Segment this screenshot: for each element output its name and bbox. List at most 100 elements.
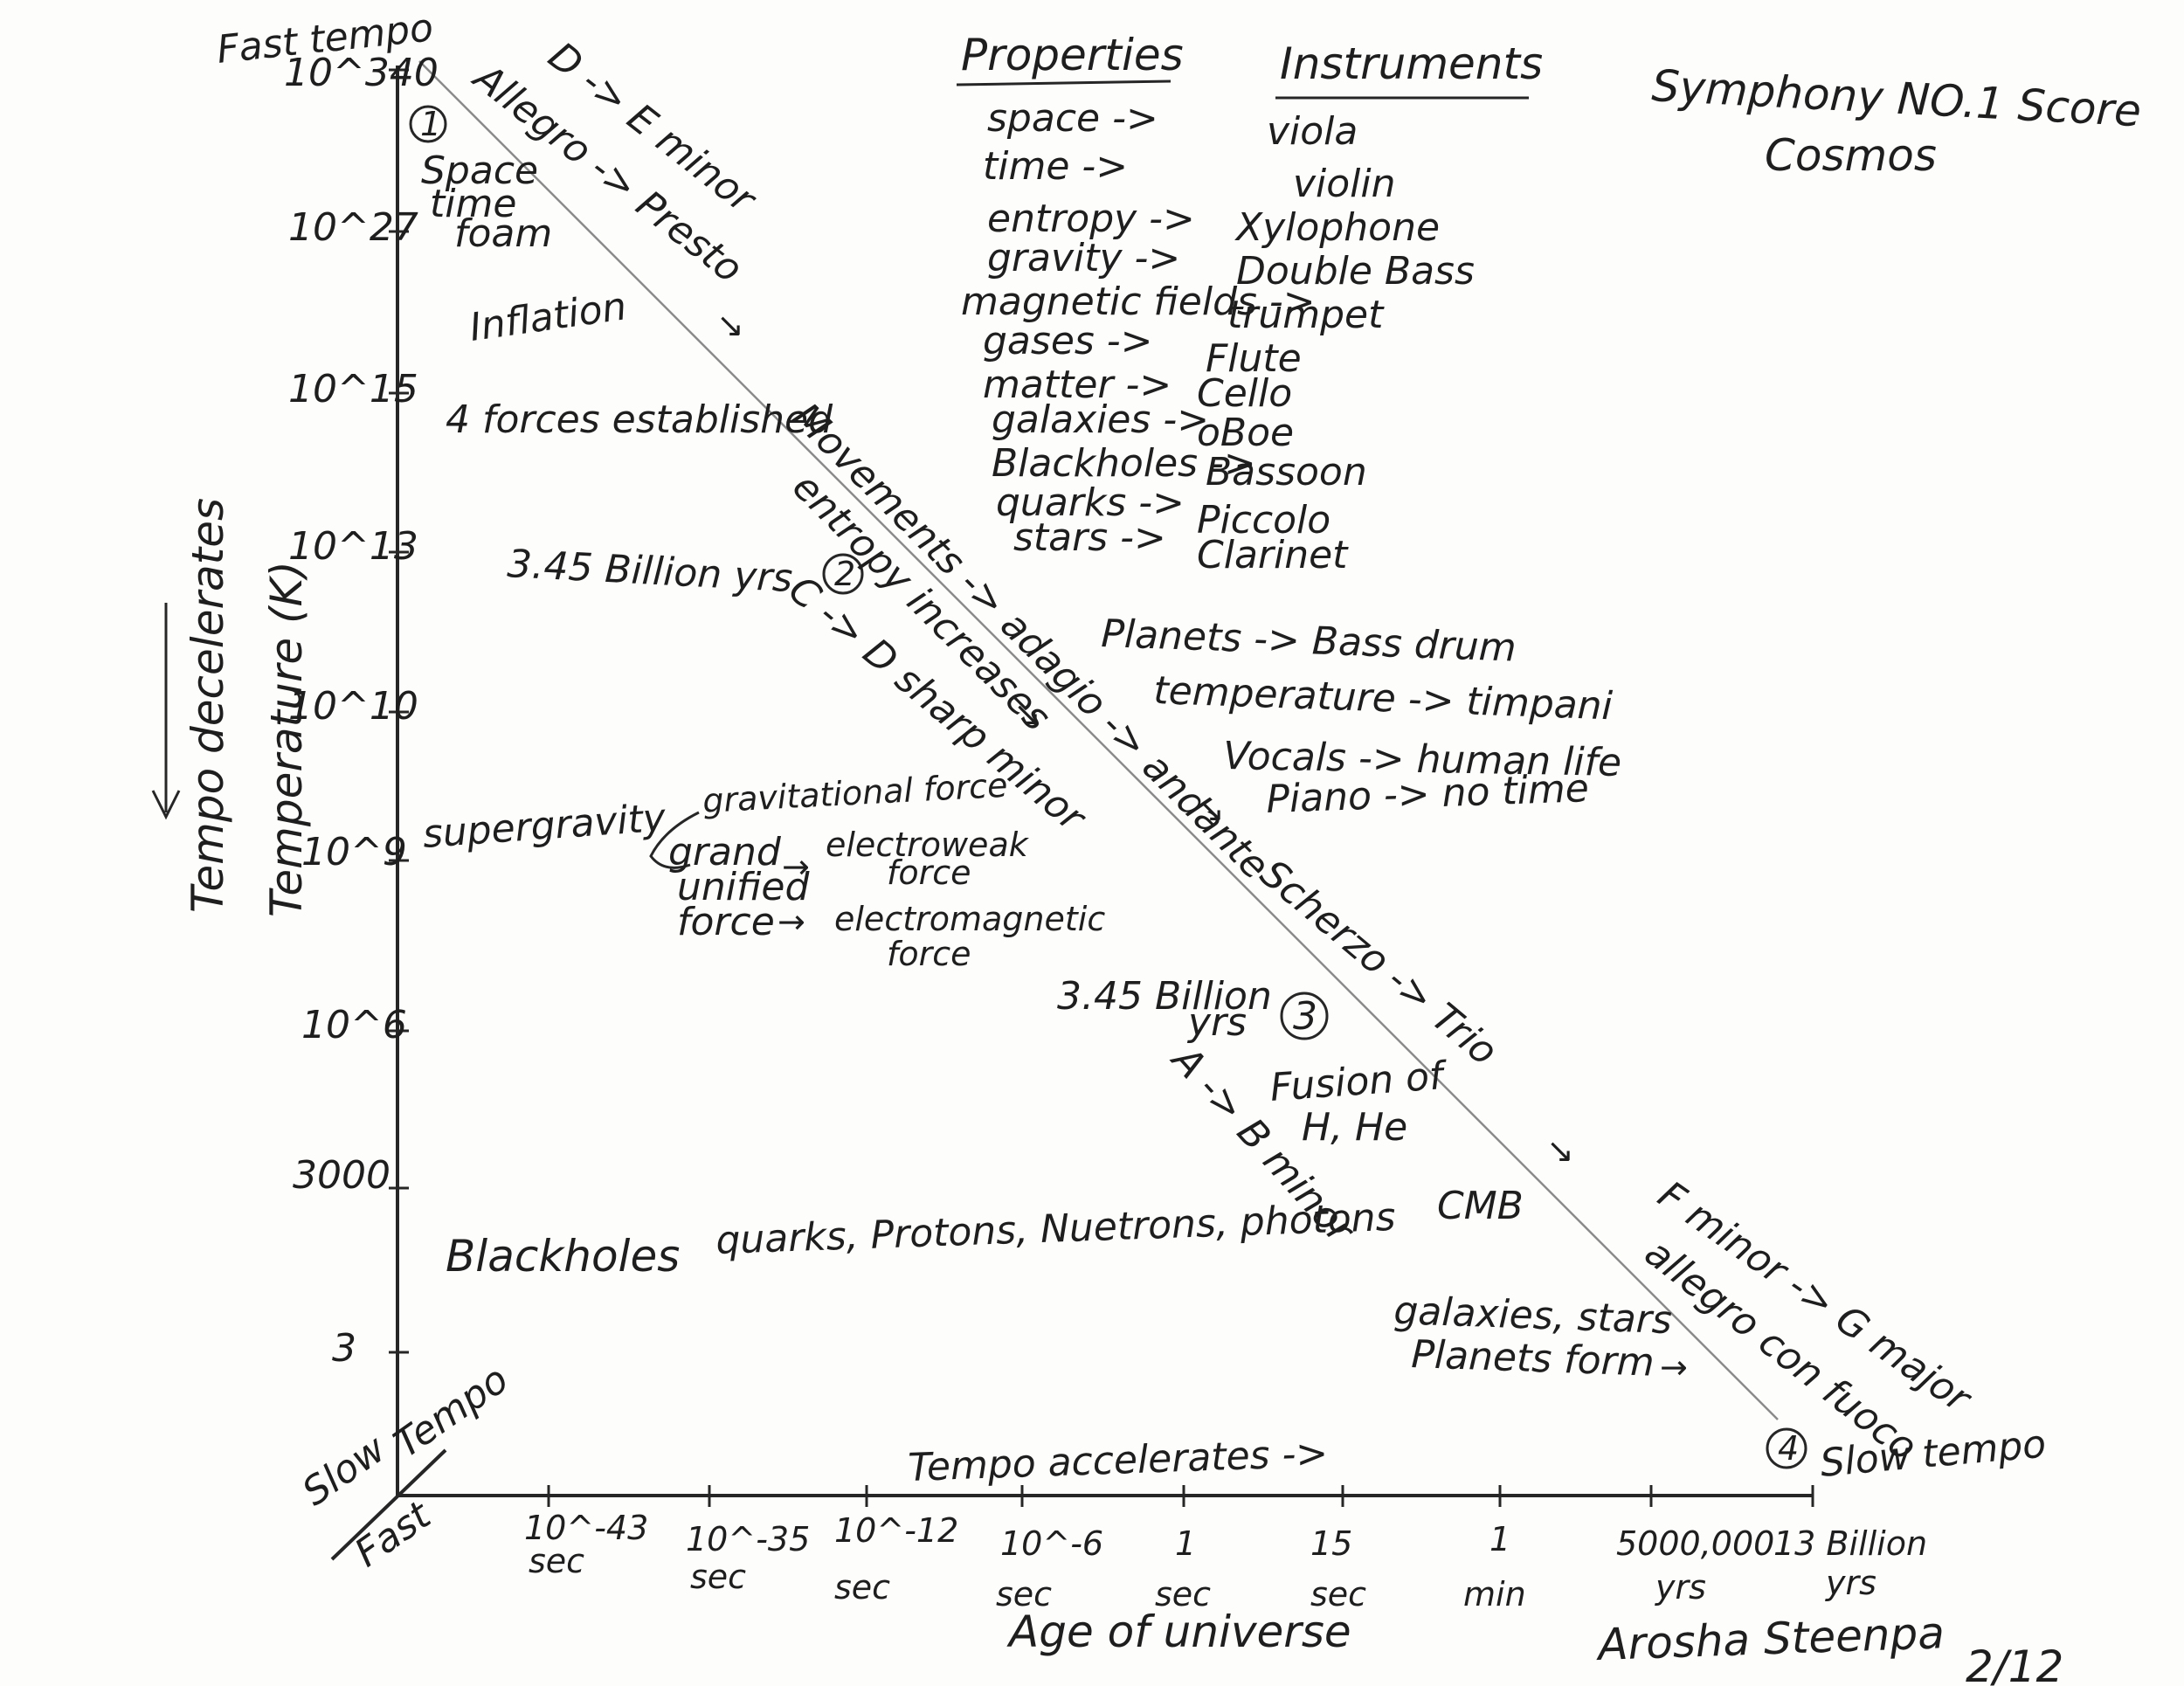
arrow-glyph: → (1660, 1348, 1688, 1386)
movement-number-circle (409, 105, 447, 143)
movement-number: 1 (420, 105, 441, 143)
x-tick-value: 10^-35 (686, 1520, 810, 1558)
y-tick-label: 10^10 (288, 684, 418, 729)
y-tick-label: 10^15 (288, 367, 418, 411)
space-time-foam-line: Space (421, 149, 538, 193)
grand-unified-line: grand (668, 830, 782, 874)
forces-established-label: 4 forces established (446, 397, 833, 442)
movement-number-circle (822, 553, 864, 595)
instrument-item: viola (1267, 109, 1358, 154)
inflation-label: Inflation (467, 284, 629, 350)
arrow-glyph: ↘ (1546, 1131, 1574, 1170)
x-tick-unit: sec (834, 1568, 890, 1607)
x-tick-unit: min (1463, 1575, 1526, 1613)
x-tick-value: 10^-12 (834, 1511, 958, 1550)
x-tick-unit: sec (529, 1542, 584, 1580)
cmb-label: CMB (1437, 1184, 1524, 1228)
properties-header: Properties (961, 30, 1184, 80)
movement-number-circle (1280, 992, 1329, 1040)
x-tick-value: 10^-43 (524, 1509, 648, 1547)
movement-number-circle (1766, 1427, 1807, 1469)
x-tick-unit: sec (996, 1575, 1052, 1613)
electroweak-line: force (887, 853, 971, 892)
fusion-line: Fusion of (1268, 1054, 1449, 1110)
y-tick-label: 10^9 (301, 830, 407, 874)
property-item: Blackholes -> (992, 441, 1256, 486)
gravitational-force-label: gravitational force (702, 766, 1008, 820)
x-tick-value: 15 (1310, 1524, 1352, 1563)
property-item: space -> (987, 96, 1158, 141)
x-tick-unit: sec (1310, 1575, 1366, 1613)
page-title: Symphony NO.1 Score (1650, 60, 2142, 136)
extra-mapping-item: Planets -> Bass drum (1101, 612, 1517, 671)
x-tick-unit: sec (690, 1558, 746, 1596)
x-axis-title: Age of universe (1006, 1607, 1351, 1657)
billion-years-line: yrs (1186, 1000, 1247, 1045)
electromagnetic-line: force (887, 935, 971, 973)
grand-unified-line: force (677, 900, 775, 944)
extra-mapping-item: temperature -> timpani (1153, 668, 1614, 729)
x-tick-value: 5000,000 (1616, 1524, 1774, 1563)
corner-diagonal-line (330, 1448, 447, 1561)
property-item: time -> (983, 144, 1128, 189)
y-axis-ticks (389, 68, 409, 1354)
x-tick-value: 1 (1489, 1520, 1510, 1558)
fusion-line: H, He (1302, 1105, 1407, 1150)
grand-unified-line: unified (677, 865, 810, 909)
instrument-item: oBoe (1197, 411, 1294, 455)
movement-number: 3 (1293, 994, 1317, 1039)
x-tick-unit: sec (1155, 1575, 1211, 1613)
properties-underline (956, 79, 1171, 86)
galaxies-form-line: galaxies, stars (1393, 1289, 1673, 1343)
property-item: quarks -> (996, 480, 1185, 525)
property-item: entropy -> (987, 197, 1195, 241)
property-item: stars -> (1013, 515, 1166, 560)
instruments-header: Instruments (1280, 38, 1543, 89)
instrument-item: Double Bass (1236, 249, 1475, 294)
y-tick-label: 10^6 (301, 1003, 407, 1047)
corner-tempo-label: Tempo (386, 1357, 516, 1467)
blackholes-label: Blackholes (446, 1231, 680, 1282)
timeline-diagonal-line (418, 60, 1779, 1420)
x-tick-value: 13 Billion (1773, 1524, 1927, 1563)
billion-years-line: 3.45 Billion (1057, 974, 1272, 1019)
property-item: gases -> (983, 319, 1153, 363)
particles-label: quarks, Protons, Nuetrons, photons (715, 1195, 1397, 1263)
signature-date: 2/12 (1966, 1641, 2063, 1686)
space-time-foam-line: foam (454, 211, 552, 256)
property-item: galaxies -> (992, 397, 1209, 442)
instrument-item: Clarinet (1197, 533, 1349, 577)
instrument-item: Piccolo (1197, 498, 1330, 542)
x-tick-unit: yrs (1825, 1564, 1876, 1602)
property-item: gravity -> (987, 236, 1180, 280)
y-axis-title: Temperature (K) (261, 561, 312, 917)
x-axis-ticks (547, 1485, 1814, 1507)
instrument-item: violin (1293, 162, 1396, 206)
arrow-glyph: ↘ (1013, 694, 1041, 733)
y-tick-label: 3 (332, 1326, 356, 1371)
instrument-item: Bassoon (1206, 450, 1367, 494)
y-tick-label: 10^27 (288, 205, 418, 250)
billion-years-label: 3.45 Billion yrs (506, 542, 793, 601)
property-item: magnetic fields -> (961, 280, 1316, 324)
instrument-item: Cello (1197, 371, 1292, 416)
y-tick-label: 10^340 (284, 51, 439, 95)
supergravity-label: supergravity (421, 796, 667, 857)
property-instrument-mapping-list: space -> viola time -> violin entropy ->… (961, 96, 1475, 577)
arrow-glyph: ↘ (1197, 791, 1225, 829)
tempo-decelerates-arrowhead (151, 790, 181, 820)
space-time-foam-line: time (430, 182, 516, 226)
property-item: matter -> (983, 363, 1171, 407)
movement-number: 2 (834, 555, 855, 593)
tempo-accelerates-label: Tempo accelerates -> (908, 1431, 1329, 1490)
extra-mapping-item: Vocals -> human life (1223, 734, 1622, 785)
corner-slow-label: Slow (294, 1427, 395, 1515)
y-tick-label: 10^13 (288, 524, 418, 569)
instrument-item: Flute (1206, 336, 1302, 381)
page-subtitle: Cosmos (1765, 130, 1937, 181)
tempo-decelerates-label: Tempo decelerates (183, 498, 233, 913)
instrument-item: trumpet (1227, 293, 1385, 337)
x-tick-value: 10^-6 (1000, 1524, 1103, 1563)
x-tick-unit: yrs (1655, 1568, 1706, 1607)
